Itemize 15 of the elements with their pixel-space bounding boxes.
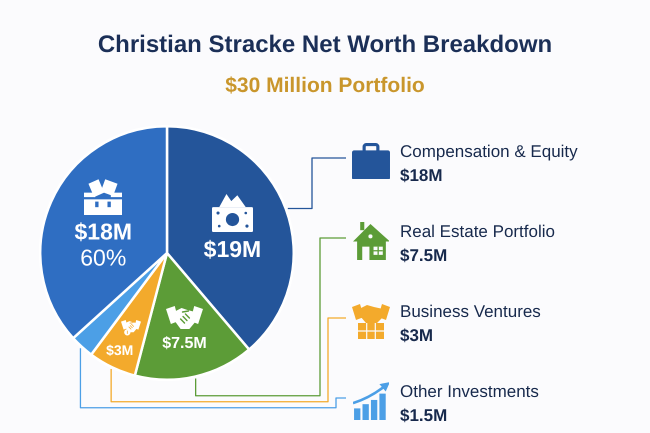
data-label: $18M <box>74 218 132 245</box>
legend-label: Real Estate Portfolio <box>400 221 555 243</box>
text: 60% <box>80 244 126 271</box>
legend-label: Compensation & Equity <box>400 141 578 163</box>
text: $7.5M <box>400 245 448 267</box>
data-label: $7.5M <box>162 334 207 352</box>
text: $18M <box>400 165 443 187</box>
legend-label: Other Investments <box>400 381 539 403</box>
text: $1.5M <box>400 405 448 427</box>
data-label: $19M <box>204 236 262 262</box>
text: $3M <box>400 325 434 347</box>
chart-title: Christian Stracke Net Worth Breakdown <box>96 31 554 59</box>
legend-label: Business Ventures <box>400 301 541 323</box>
chart-subtitle: $30 Million Portfolio <box>224 74 426 98</box>
data-label: $3M <box>106 342 134 358</box>
